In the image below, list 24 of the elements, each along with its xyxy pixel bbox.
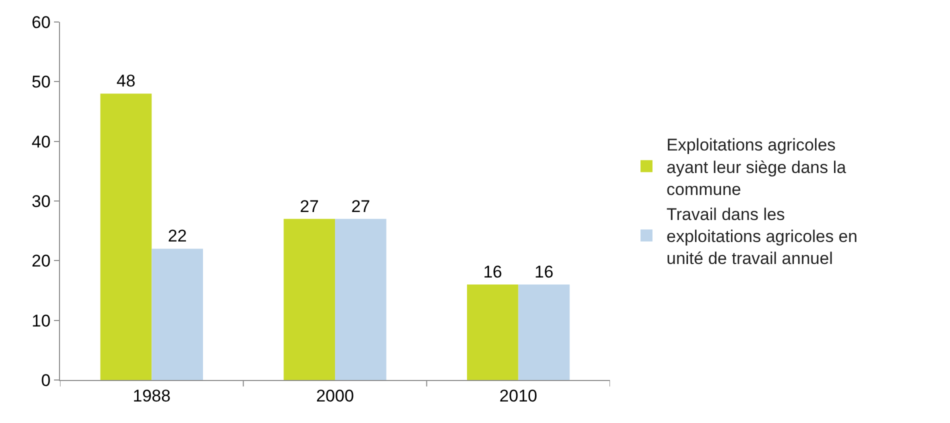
data-label: 27 bbox=[351, 196, 370, 216]
bar bbox=[284, 218, 335, 380]
bar bbox=[100, 94, 152, 380]
y-tick-label: 30 bbox=[32, 192, 51, 211]
y-tick-label: 40 bbox=[32, 132, 51, 152]
data-label: 22 bbox=[168, 226, 187, 246]
y-tick-label: 50 bbox=[32, 72, 51, 92]
legend-label: Exploitations agricoles ayant leur siège dans la commune bbox=[666, 136, 847, 199]
y-tick-label: 10 bbox=[32, 311, 51, 330]
y-tick-label: 20 bbox=[32, 252, 51, 271]
bar bbox=[152, 248, 203, 380]
y-tick-label: 60 bbox=[32, 12, 51, 32]
x-tick-label: 1988 bbox=[132, 386, 171, 406]
bar bbox=[335, 218, 386, 380]
x-tick-label: 2000 bbox=[316, 386, 354, 406]
data-label: 27 bbox=[300, 196, 319, 216]
data-label: 16 bbox=[534, 262, 554, 282]
legend-label: Travail dans les exploitations agricoles en unité de travail annuel bbox=[666, 204, 858, 268]
data-label: 16 bbox=[483, 262, 502, 282]
data-label: 48 bbox=[116, 72, 136, 91]
bar bbox=[518, 284, 570, 380]
x-tick-label: 2010 bbox=[499, 386, 538, 406]
y-tick-label: 0 bbox=[41, 370, 51, 390]
bar bbox=[467, 284, 518, 380]
